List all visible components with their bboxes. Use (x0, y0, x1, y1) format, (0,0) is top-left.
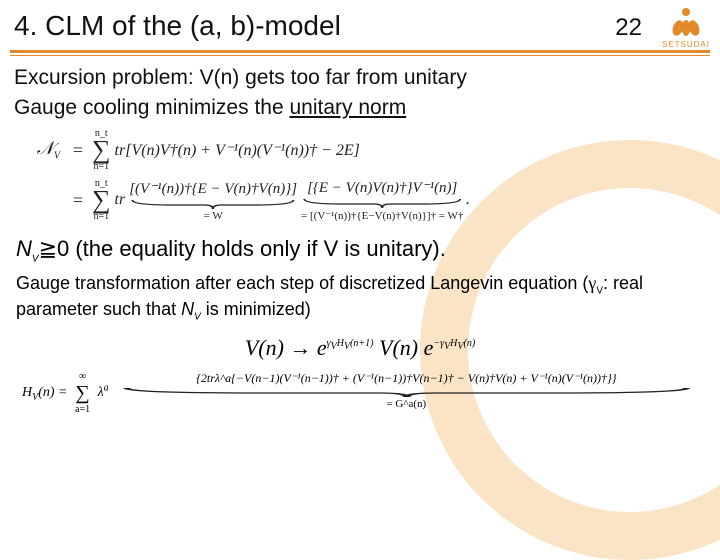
eq2-period: . (465, 191, 469, 209)
text-line-1: Excursion problem: V(n) gets too far fro… (14, 66, 706, 90)
underbrace-icon (301, 197, 463, 209)
equation-row-2: = n_t ∑ n=1 tr [(V⁻¹(n))†{E − V(n)†V(n)}… (22, 178, 706, 222)
hv-brace-group: {2trλ^a{−V(n−1)(V⁻¹(n−1))† + (V⁻¹(n−1))†… (115, 371, 698, 410)
underbrace-icon (129, 198, 297, 210)
setsudai-logo: SETSUDAI (662, 6, 710, 49)
eq1-lhs: 𝒩V (22, 138, 68, 162)
page-number: 22 (615, 14, 642, 42)
eq2-group-2: [{E − V(n)V(n)†}V⁻¹(n)] = [(V⁻¹(n))†{E−V… (301, 178, 463, 222)
underbrace-icon (115, 386, 698, 398)
hv-equation: HV(n) = ∞∑a=1 λa {2trλ^a{−V(n−1)(V⁻¹(n−1… (22, 371, 698, 415)
sum-symbol-1: n_t ∑ n=1 (92, 128, 111, 172)
slide-title: 4. CLM of the (a, b)-model (14, 10, 341, 42)
inequality-line: NV≧0 (the equality holds only if V is un… (16, 236, 706, 264)
eq1-body: tr[V(n)V†(n) + V⁻¹(n)(V⁻¹(n))† − 2E] (115, 140, 360, 160)
equation-block-nv: 𝒩V = n_t ∑ n=1 tr[V(n)V†(n) + V⁻¹(n)(V⁻¹… (22, 128, 706, 222)
text-line-2: Gauge cooling minimizes the unitary norm (14, 96, 706, 120)
hv-lhs: HV(n) = ∞∑a=1 λa (22, 371, 115, 415)
eq2-tr: tr (115, 191, 126, 209)
logo-text: SETSUDAI (662, 40, 710, 49)
sum-symbol-2: n_t ∑ n=1 (92, 178, 111, 222)
text-line-2a: Gauge cooling minimizes the (14, 96, 289, 119)
equals-sign: = (68, 140, 88, 161)
eq2-group-1: [(V⁻¹(n))†{E − V(n)†V(n)}] = W (129, 179, 297, 222)
text-line-2-underline: unitary norm (289, 96, 406, 119)
gauge-transformation-note: Gauge transformation after each step of … (16, 272, 704, 324)
slide-content: Excursion problem: V(n) gets too far fro… (0, 56, 720, 415)
header-rule-thick (10, 50, 710, 53)
logo-icon (668, 6, 704, 38)
slide-header: 4. CLM of the (a, b)-model 22 (0, 0, 720, 48)
transform-equation: V(n) → eγVHV(n+1) V(n) e−γVHV(n) (14, 335, 706, 361)
equation-row-1: 𝒩V = n_t ∑ n=1 tr[V(n)V†(n) + V⁻¹(n)(V⁻¹… (22, 128, 706, 172)
equals-sign-2: = (68, 190, 88, 211)
